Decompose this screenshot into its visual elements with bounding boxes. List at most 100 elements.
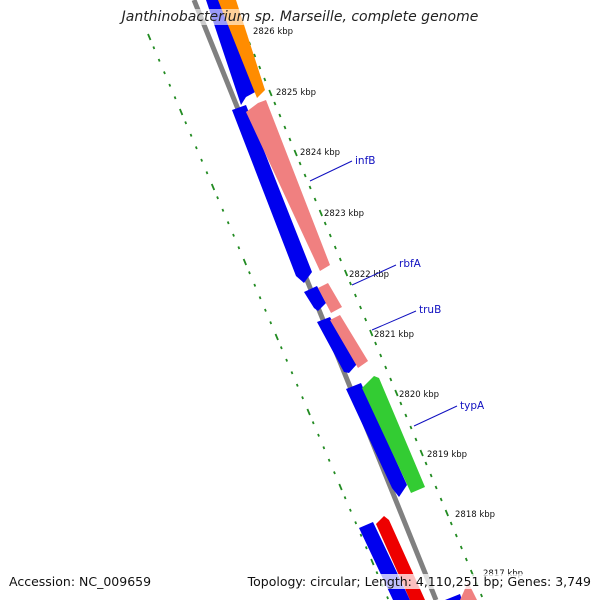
tick-mark: [434, 485, 438, 490]
tick-label: 2818 kbp: [455, 510, 495, 520]
tick-mark: [258, 65, 262, 70]
gc-mark: [184, 121, 188, 125]
gc-mark: [322, 446, 326, 450]
gc-mark: [200, 158, 204, 162]
tick-mark: [480, 593, 483, 598]
cds-feature: [346, 383, 407, 497]
gc-mark: [364, 546, 368, 550]
tick-mark: [308, 185, 312, 190]
gc-mark: [226, 221, 230, 225]
tick-mark: [439, 497, 443, 502]
gc-mark: [343, 496, 347, 500]
tick-mark: [263, 77, 267, 82]
tick-mark: [404, 413, 408, 418]
tick-mark: [394, 389, 399, 397]
gc-mark: [242, 258, 247, 266]
reverse-features: [218, 0, 477, 600]
gc-mark: [311, 421, 315, 425]
tick-label: 2821 kbp: [374, 330, 414, 340]
gc-mark: [333, 471, 336, 475]
tick-marks: [243, 29, 483, 598]
gene-label-rbfA: rbfA: [399, 258, 422, 270]
cds-feature: [304, 286, 326, 311]
tick-label: 2824 kbp: [300, 148, 340, 158]
cds-feature: [317, 317, 357, 373]
gc-mark: [327, 458, 331, 462]
rna-feature-rbfA: [318, 283, 342, 313]
gc-mark: [216, 196, 219, 200]
gc-mark: [253, 283, 257, 287]
gc-mark: [189, 133, 193, 137]
gc-mark: [354, 521, 358, 525]
tick-mark: [409, 425, 413, 430]
tick-mark: [419, 449, 424, 457]
gc-mark: [163, 71, 166, 75]
tick-label: 2823 kbp: [324, 209, 364, 219]
tick-mark: [389, 377, 393, 382]
tick-mark: [379, 353, 383, 358]
gc-mark: [258, 296, 262, 300]
tick-label: 2825 kbp: [276, 88, 316, 98]
tick-mark: [459, 545, 463, 550]
tick-label: 2826 kbp: [253, 27, 293, 37]
tick-mark: [369, 329, 374, 337]
gene-labels: infB rbfA truB typA: [309, 155, 485, 427]
tick-label: 2819 kbp: [427, 450, 467, 460]
tick-mark: [454, 533, 458, 538]
gc-mark: [285, 358, 289, 362]
gc-mark: [279, 346, 283, 350]
tick-mark: [318, 209, 323, 217]
gene-leader-line: [351, 264, 397, 286]
gc-mark: [237, 246, 241, 250]
gc-mark: [359, 533, 363, 537]
tick-mark: [268, 89, 273, 97]
gc-mark: [375, 571, 379, 575]
tick-label: 2820 kbp: [399, 390, 439, 400]
tick-mark: [283, 125, 287, 130]
gene-leader-line: [309, 160, 353, 182]
tick-mark: [424, 461, 428, 466]
tick-mark: [449, 521, 453, 526]
gc-mark: [264, 308, 267, 312]
gc-mark: [194, 146, 198, 150]
map-title: Janthinobacterium sp. Marseille, complet…: [0, 9, 600, 25]
gc-mark: [232, 233, 235, 237]
tick-mark: [354, 293, 357, 298]
tick-mark: [414, 437, 418, 442]
gc-mark: [221, 208, 225, 212]
gene-label-infB: infB: [355, 155, 375, 167]
tick-mark: [278, 113, 282, 118]
cds-feature: [445, 594, 462, 600]
gc-mark: [386, 596, 389, 600]
cds-feature: [206, 0, 257, 105]
tick-mark: [349, 281, 352, 286]
gene-label-truB: truB: [419, 304, 441, 316]
tick-mark: [253, 53, 257, 58]
gc-mark: [205, 171, 209, 175]
tick-mark: [399, 401, 403, 406]
gc-mark: [168, 83, 172, 87]
gc-mark: [301, 396, 304, 400]
rna-feature-infB: [246, 100, 330, 271]
typA-feature: [362, 376, 425, 493]
gc-mark: [173, 96, 177, 100]
gc-mark: [370, 558, 375, 566]
tick-mark: [359, 305, 363, 310]
tick-mark: [298, 161, 302, 166]
gc-mark: [317, 433, 320, 437]
gc-mark: [248, 271, 251, 275]
gc-mark: [152, 46, 156, 50]
cds-feature: [232, 105, 312, 283]
gc-mark: [338, 483, 343, 491]
tick-mark: [374, 341, 378, 346]
tick-mark: [288, 137, 292, 142]
accession-label: Accession: NC_009659: [9, 574, 152, 589]
tick-mark: [444, 509, 449, 517]
tick-labels: 2826 kbp 2825 kbp 2824 kbp 2823 kbp 2822 kbp…: [253, 27, 523, 579]
gene-leader-line: [413, 405, 458, 427]
tick-mark: [464, 557, 468, 562]
tick-mark: [343, 269, 349, 277]
gc-mark: [295, 383, 299, 387]
gc-mark: [290, 371, 294, 375]
gene-label-typA: typA: [460, 400, 485, 412]
